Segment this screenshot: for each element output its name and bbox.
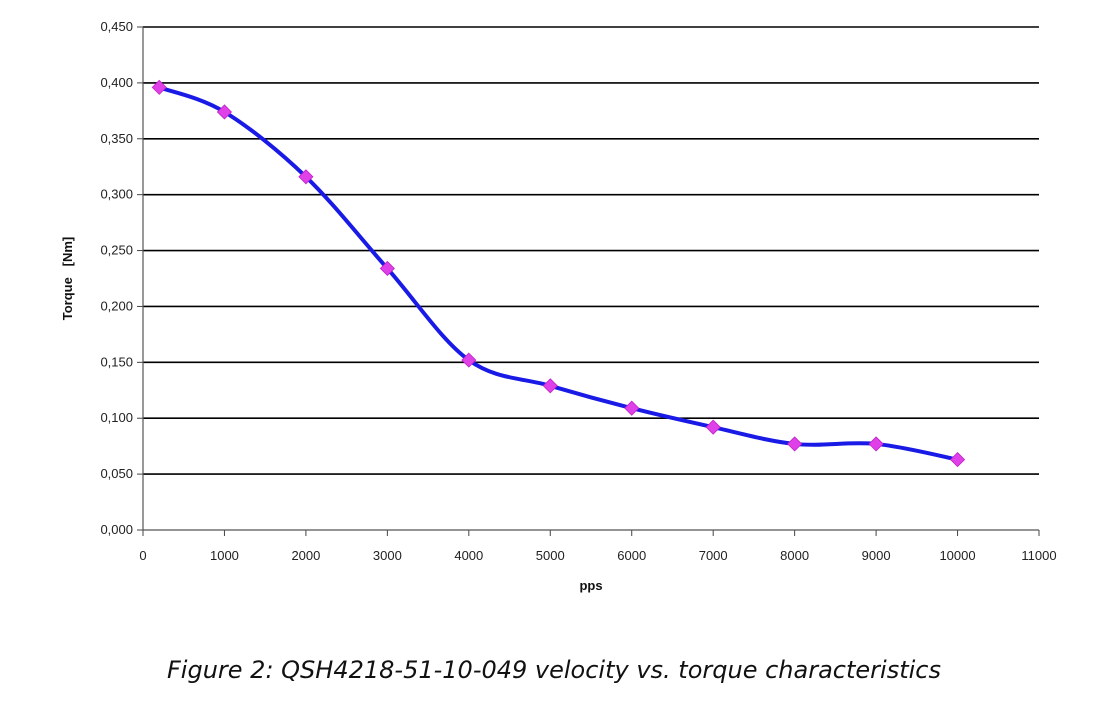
data-point-marker xyxy=(787,436,803,452)
data-point-marker xyxy=(705,419,721,435)
figure-caption: Figure 2: QSH4218-51-10-049 velocity vs.… xyxy=(167,656,941,684)
y-tick-label: 0,450 xyxy=(100,19,133,34)
x-tick-label: 1000 xyxy=(210,548,239,563)
x-axis-title: pps xyxy=(579,578,602,593)
x-tick-label: 0 xyxy=(139,548,146,563)
x-tick-label: 9000 xyxy=(862,548,891,563)
axes xyxy=(137,26,1040,536)
x-tick-label: 10000 xyxy=(939,548,975,563)
x-tick-label: 3000 xyxy=(373,548,402,563)
y-tick-label: 0,150 xyxy=(100,354,133,369)
chart: 0,000 0,050 0,100 0,150 0,200 0,250 0,300 0,350… xyxy=(60,19,1057,593)
y-tick-label: 0,000 xyxy=(100,522,133,537)
y-tick-label: 0,100 xyxy=(100,410,133,425)
data-point-marker xyxy=(298,169,314,185)
data-point-marker xyxy=(624,400,640,416)
x-tick-label: 7000 xyxy=(699,548,728,563)
y-tick-label: 0,250 xyxy=(100,243,133,258)
x-tick-label: 2000 xyxy=(291,548,320,563)
x-tick-label: 4000 xyxy=(454,548,483,563)
x-tick-label: 5000 xyxy=(536,548,565,563)
y-tick-label: 0,350 xyxy=(100,131,133,146)
y-tick-label: 0,400 xyxy=(100,75,133,90)
x-tick-label: 8000 xyxy=(780,548,809,563)
y-tick-label: 0,050 xyxy=(100,466,133,481)
y-axis-title: Torque [Nm] xyxy=(60,237,75,321)
y-tick-label: 0,200 xyxy=(100,298,133,313)
data-point-marker xyxy=(542,378,558,394)
data-point-marker xyxy=(461,352,477,368)
y-tick-label: 0,300 xyxy=(100,187,133,202)
x-tick-label: 11000 xyxy=(1021,548,1056,563)
data-point-marker xyxy=(949,452,966,468)
data-point-marker xyxy=(151,79,167,95)
data-point-marker xyxy=(868,436,884,452)
tick-labels: 0,000 0,050 0,100 0,150 0,200 0,250 0,300 0,350… xyxy=(100,19,1056,563)
series-line xyxy=(157,85,960,462)
gridlines xyxy=(143,26,1039,475)
data-series xyxy=(151,79,966,468)
data-point-marker xyxy=(379,260,395,277)
x-tick-label: 6000 xyxy=(617,548,646,563)
data-point-marker xyxy=(216,104,233,120)
